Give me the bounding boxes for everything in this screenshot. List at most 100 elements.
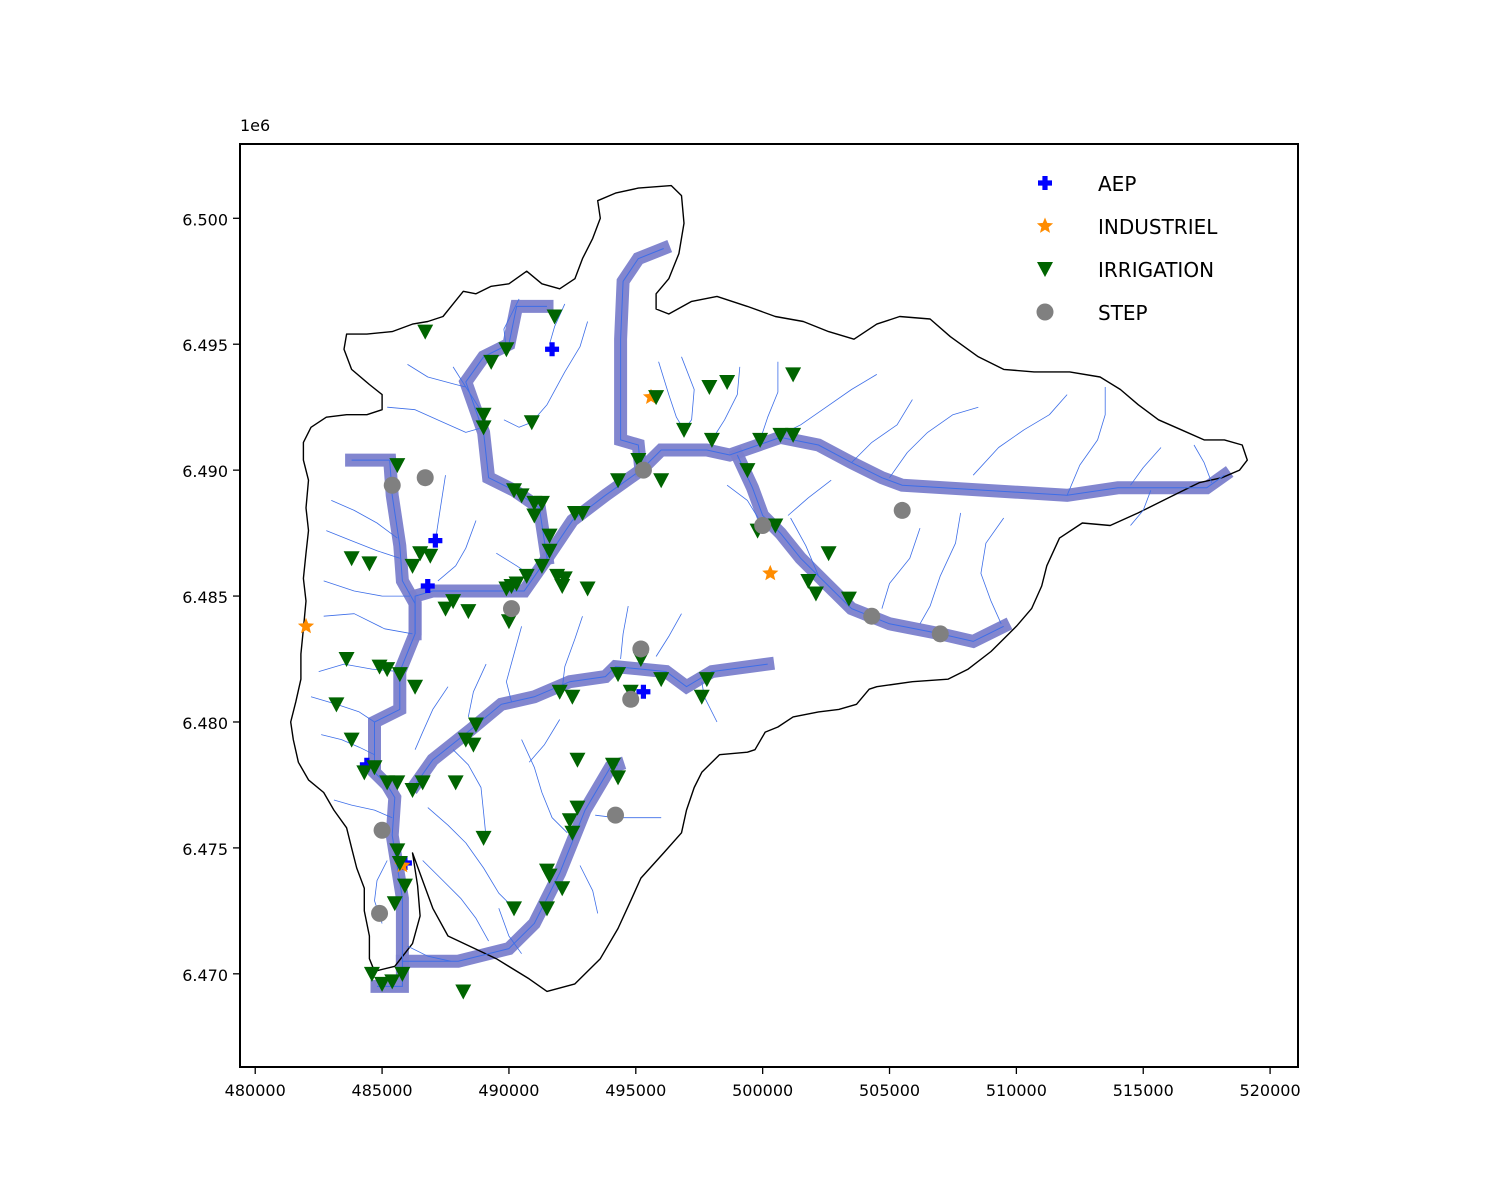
tributary-stream-line: [506, 626, 522, 702]
irrigation-point: [396, 878, 413, 894]
irrigation-point: [523, 415, 540, 431]
industriel-point: [762, 564, 779, 581]
industriel-point: [297, 617, 315, 634]
irrigation-point: [422, 548, 439, 564]
x-tick-label: 490000: [478, 1081, 539, 1100]
irrigation-point: [604, 757, 621, 773]
irrigation-point: [569, 800, 586, 816]
irrigation-point: [630, 453, 647, 469]
tributary-stream-line: [919, 512, 961, 624]
irrigation-point: [328, 697, 345, 713]
irrigation-point: [556, 571, 573, 587]
aep-point: [359, 757, 374, 772]
irrigation-point: [533, 495, 550, 511]
irrigation-point: [610, 473, 627, 489]
irrigation-point: [506, 901, 523, 917]
irrigation-point: [703, 432, 720, 448]
y-tick-label: 6.480: [182, 714, 228, 733]
irrigation-point: [541, 868, 558, 884]
irrigation-point: [554, 881, 571, 897]
tributary-stream-line: [1193, 444, 1213, 483]
irrigation-point: [391, 856, 408, 872]
irrigation-point: [338, 652, 355, 668]
irrigation-point: [533, 558, 550, 574]
tributary-stream-line: [452, 749, 487, 838]
irrigation-point: [379, 775, 396, 791]
axes-frame: [239, 143, 1299, 1068]
irrigation-point: [386, 896, 403, 912]
tributary-stream-line: [467, 663, 487, 717]
step-point: [893, 501, 911, 519]
basin-boundary: [290, 184, 1248, 993]
irrigation-point: [384, 974, 401, 990]
irrigation-point: [366, 760, 383, 776]
irrigation-point: [653, 672, 670, 688]
irrigation-point: [414, 775, 431, 791]
step-point: [632, 640, 650, 658]
x-tick-label: 505000: [859, 1081, 920, 1100]
irrigation-point: [551, 684, 568, 700]
legend-label: STEP: [1098, 301, 1148, 325]
irrigation-point: [719, 374, 736, 390]
tributary-stream-line: [851, 399, 913, 463]
tributary-stream-line: [437, 520, 477, 582]
irrigation-point: [455, 984, 472, 1000]
irrigation-point: [363, 966, 380, 982]
irrigation-point: [561, 813, 578, 829]
step-point: [383, 476, 401, 494]
irrigation-point: [465, 737, 482, 753]
irrigation-point: [483, 354, 500, 370]
x-tick-label: 520000: [1240, 1081, 1301, 1100]
tributary-stream-line: [759, 361, 779, 441]
irrigation-point: [518, 568, 535, 584]
tributary-stream-line: [980, 517, 1005, 624]
irrigation-point: [374, 976, 391, 992]
y-tick-label: 6.495: [182, 336, 228, 355]
tributary-stream-line: [595, 814, 662, 819]
tributary-stream-line: [498, 908, 522, 954]
irrigation-point: [394, 966, 411, 982]
tributary-stream-line: [711, 366, 741, 441]
aep-point: [428, 533, 443, 548]
tributary-stream-line: [323, 580, 410, 597]
tributary-stream-line: [881, 527, 921, 609]
legend-label: AEP: [1098, 172, 1136, 196]
tributary-stream-line: [333, 799, 393, 819]
irrigation-point: [574, 505, 591, 521]
irrigation-point: [391, 667, 408, 683]
x-tick-label: 480000: [225, 1081, 286, 1100]
y-tick-label: 6.500: [182, 210, 228, 229]
tributary-stream-line: [422, 860, 489, 942]
step-point: [607, 806, 625, 824]
irrigation-point: [648, 390, 665, 406]
irrigation-point: [475, 420, 492, 436]
main-stream-line: [620, 248, 664, 471]
step-point: [634, 461, 652, 479]
tributary-stream-line: [579, 865, 599, 914]
irrigation-point: [752, 432, 769, 448]
irrigation-point: [653, 473, 670, 489]
irrigation-point: [356, 765, 373, 781]
aep-legend-marker: [1038, 176, 1052, 190]
tributary-stream-line: [435, 475, 446, 541]
tributary-stream-line: [972, 394, 1068, 476]
irrigation-point: [389, 775, 406, 791]
tributary-stream-line: [503, 419, 532, 428]
tributary-stream-line: [414, 686, 449, 750]
main-stream-line: [374, 436, 1225, 962]
irrigation-point: [807, 586, 824, 602]
irrigation-point: [513, 488, 530, 504]
y-axis: 6.470 6.475 6.480 6.485 6.490 6.495 6.500: [182, 210, 240, 985]
legend: AEP INDUSTRIEL IRRIGATION STEP: [1036, 172, 1218, 325]
step-point: [502, 600, 520, 618]
tributary-stream-line: [561, 616, 583, 690]
legend-item-aep: AEP: [1038, 172, 1136, 196]
irrigation-point: [506, 483, 523, 499]
legend-label: INDUSTRIEL: [1098, 215, 1218, 239]
legend-item-industriel: INDUSTRIEL: [1036, 215, 1218, 239]
irrigation-point: [554, 578, 571, 594]
irrigation-point: [361, 556, 378, 572]
irrigation-point: [785, 367, 802, 383]
irrigation-point: [457, 732, 474, 748]
irrigation-point: [698, 672, 715, 688]
